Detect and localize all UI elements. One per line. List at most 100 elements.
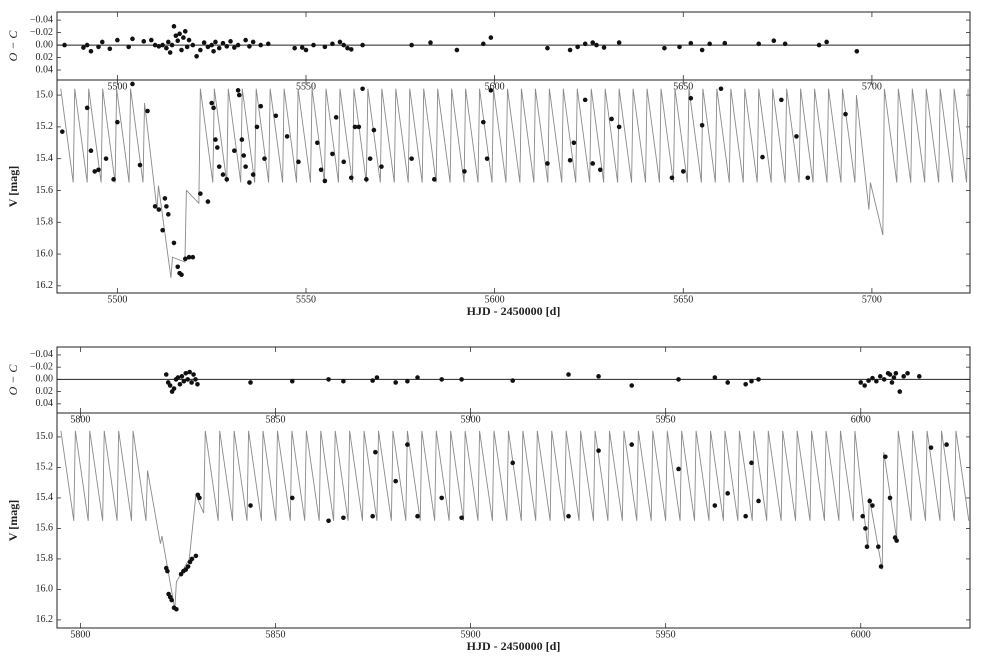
x-tick-label: 5550 — [296, 81, 316, 92]
data-point — [211, 49, 216, 54]
data-point — [348, 47, 354, 52]
data-point — [258, 42, 264, 48]
data-point — [273, 113, 279, 119]
data-point — [235, 88, 241, 93]
data-point — [699, 47, 705, 53]
data-point — [254, 124, 260, 130]
data-point — [582, 97, 588, 103]
data-point — [162, 196, 168, 201]
data-point — [688, 95, 694, 101]
x-tick-label: 5600 — [485, 81, 505, 92]
data-point — [887, 372, 893, 377]
data-point — [292, 45, 297, 51]
data-point — [248, 503, 253, 508]
data-point — [241, 153, 247, 158]
data-point — [265, 41, 271, 47]
data-point — [725, 380, 731, 385]
data-point — [220, 40, 226, 46]
data-point — [84, 42, 90, 48]
data-point — [189, 556, 195, 562]
data-point — [115, 119, 120, 125]
data-point — [510, 460, 516, 466]
data-point — [454, 47, 460, 53]
data-point — [209, 42, 214, 48]
data-point — [330, 151, 335, 157]
data-point — [866, 378, 871, 383]
data-point — [130, 36, 135, 42]
data-point — [243, 37, 248, 43]
data-point — [894, 538, 899, 543]
data-point — [213, 137, 218, 142]
data-point — [867, 498, 873, 504]
data-point — [688, 40, 694, 46]
data-point — [175, 264, 181, 270]
x-tick-label: 5850 — [265, 414, 285, 425]
data-point — [185, 564, 191, 569]
data-point — [676, 466, 681, 472]
data-point — [905, 370, 910, 376]
data-point — [211, 105, 216, 111]
data-point — [662, 45, 667, 51]
data-point — [370, 378, 375, 383]
data-point — [171, 386, 177, 391]
data-point — [360, 86, 365, 92]
data-point — [152, 204, 158, 209]
data-point — [141, 39, 147, 44]
data-point — [250, 39, 256, 45]
data-point — [185, 377, 191, 382]
data-point — [677, 44, 682, 50]
data-point — [883, 454, 888, 460]
y-tick-label: 15.8 — [36, 217, 54, 228]
data-point — [669, 175, 675, 181]
y-tick-label: 0.02 — [36, 52, 54, 63]
plot-area — [60, 430, 970, 612]
data-point — [247, 44, 252, 49]
data-point — [743, 381, 748, 387]
data-point — [816, 42, 822, 48]
data-point — [864, 544, 870, 550]
data-point — [165, 212, 171, 217]
data-point — [405, 378, 410, 384]
data-point — [371, 127, 377, 133]
data-point — [545, 45, 550, 51]
data-point — [393, 478, 398, 484]
y-tick-label: 15.6 — [36, 185, 54, 196]
data-point — [462, 169, 467, 174]
data-point — [315, 140, 320, 146]
data-point — [370, 513, 375, 519]
y-tick-label: 15.0 — [36, 431, 54, 442]
data-point — [232, 148, 237, 154]
data-point — [303, 47, 309, 53]
data-point — [590, 40, 596, 45]
data-point — [860, 513, 866, 519]
data-point — [197, 495, 202, 501]
y-tick-label: 16.2 — [36, 280, 54, 291]
data-point — [175, 375, 181, 380]
data-point — [262, 156, 267, 161]
data-point — [794, 134, 799, 139]
data-point — [916, 374, 922, 379]
data-point — [88, 49, 94, 54]
data-point — [186, 254, 192, 260]
data-point — [782, 41, 788, 47]
y-tick-label: −0.04 — [30, 14, 53, 25]
data-point — [897, 389, 903, 394]
data-point — [333, 115, 339, 120]
x-tick-label: 5700 — [862, 81, 882, 92]
data-point — [843, 111, 848, 117]
data-point — [409, 156, 414, 161]
data-point — [299, 45, 305, 50]
data-point — [179, 47, 184, 53]
data-point — [779, 97, 784, 103]
data-point — [877, 374, 883, 379]
data-point — [193, 377, 198, 382]
data-point — [889, 380, 895, 385]
plot-area — [163, 369, 922, 394]
data-point — [163, 372, 169, 377]
data-point — [566, 513, 571, 519]
data-point — [296, 159, 301, 165]
y-tick-label: 15.4 — [36, 153, 54, 164]
data-point — [596, 448, 601, 453]
data-point — [173, 33, 179, 39]
